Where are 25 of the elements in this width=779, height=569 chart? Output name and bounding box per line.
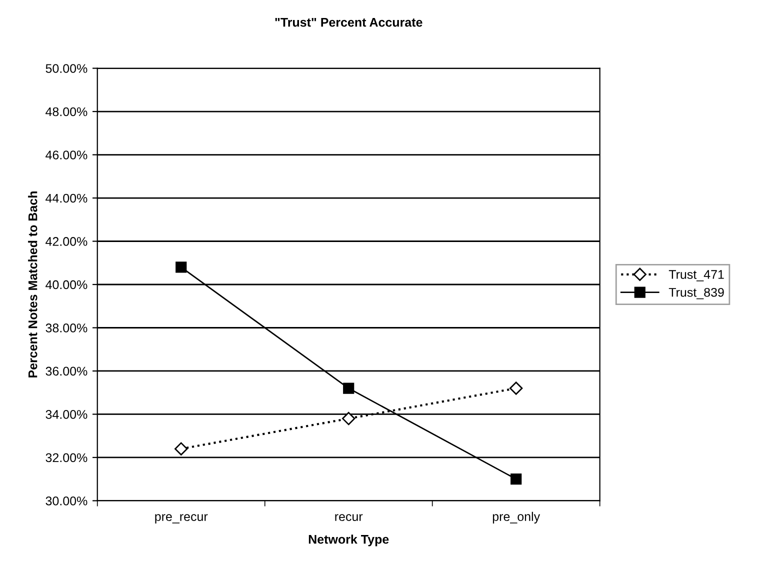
point	[174, 442, 188, 456]
y-tick-label: 46.00%	[46, 150, 88, 160]
x-tick-label: recur	[335, 514, 363, 522]
legend-label: Trust_839	[668, 288, 724, 300]
y-tick-label: 38.00%	[46, 324, 88, 332]
y-tick-label: 50.00%	[46, 64, 88, 73]
point	[176, 262, 187, 273]
y-tick-label: 44.00%	[46, 194, 88, 203]
y-tick-label: 42.00%	[46, 237, 88, 246]
legend-label: Trust_471	[668, 270, 724, 282]
point	[343, 382, 354, 394]
y-tick-label: 32.00%	[46, 453, 88, 462]
point	[510, 474, 522, 485]
point	[342, 412, 356, 426]
point	[510, 382, 523, 395]
y-tick-label: 48.00%	[46, 107, 88, 116]
x-tick-label: pre_only	[492, 512, 540, 524]
y-tick-label: 34.00%	[46, 410, 88, 419]
x-axis-title: Network Type	[308, 534, 389, 546]
chart-title: "Trust" Percent Accurate	[275, 18, 422, 27]
y-tick-label: 36.00%	[46, 366, 88, 376]
y-axis-title: Percent Notes Matched to Bach	[28, 191, 38, 378]
y-tick-label: 40.00%	[46, 280, 88, 290]
x-tick-label: pre_recur	[155, 514, 208, 524]
y-tick-label: 30.00%	[46, 496, 88, 506]
